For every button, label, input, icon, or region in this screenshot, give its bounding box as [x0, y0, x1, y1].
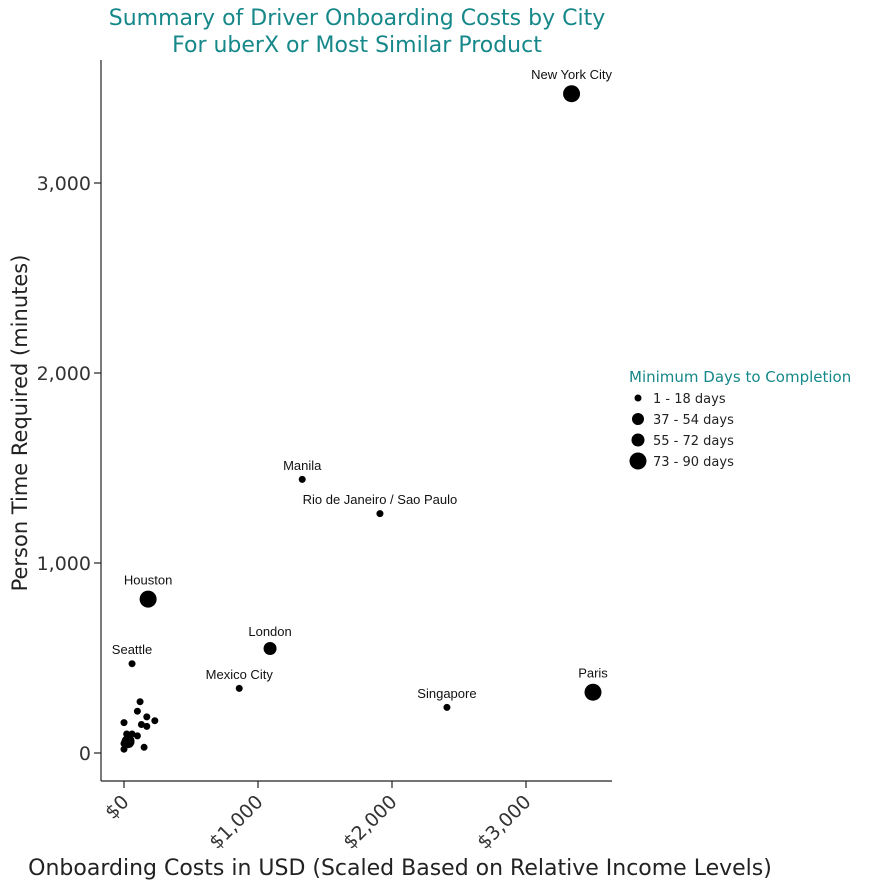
- data-point-label: Rio de Janeiro / Sao Paulo: [303, 492, 458, 507]
- y-tick-label: 2,000: [37, 363, 91, 385]
- data-point: [235, 684, 243, 692]
- data-point-label: Paris: [578, 666, 608, 681]
- legend-entry-label: 55 - 72 days: [653, 434, 734, 449]
- legend-title: Minimum Days to Completion: [629, 368, 851, 386]
- legend: Minimum Days to Completion 1 - 18 days 37…: [629, 368, 851, 470]
- data-point: [133, 732, 141, 740]
- data-point-label: Seattle: [112, 642, 152, 657]
- data-point: [584, 683, 602, 701]
- legend-marker: [634, 394, 642, 402]
- data-point: [151, 717, 159, 725]
- data-point: [563, 85, 581, 103]
- legend-marker: [629, 452, 647, 470]
- y-tick-label: 3,000: [37, 173, 91, 195]
- x-tick-label: $3,000: [473, 791, 536, 854]
- x-tick-label: $2,000: [339, 791, 402, 854]
- x-tick-label: $1,000: [205, 791, 268, 854]
- data-point: [120, 719, 128, 727]
- data-point-label: New York City: [531, 67, 612, 82]
- data-point: [120, 745, 128, 753]
- data-point: [120, 740, 128, 747]
- chart-title: Summary of Driver Onboarding Costs by Ci…: [109, 6, 605, 31]
- y-tick-label: 1,000: [37, 553, 91, 575]
- data-point: [136, 698, 144, 706]
- data-point: [143, 713, 151, 721]
- legend-marker: [632, 413, 644, 425]
- data-point-label: Singapore: [417, 686, 476, 701]
- legend-entry-label: 73 - 90 days: [653, 455, 734, 470]
- data-point: [298, 475, 306, 483]
- y-tick-label: 0: [79, 743, 91, 765]
- data-point-label: Mexico City: [206, 667, 274, 682]
- data-point: [376, 510, 384, 518]
- x-axis-label: Onboarding Costs in USD (Scaled Based on…: [28, 856, 772, 881]
- legend-entry-label: 1 - 18 days: [653, 392, 726, 407]
- y-axis-label: Person Time Required (minutes): [8, 255, 32, 592]
- data-point: [128, 660, 136, 668]
- data-point: [443, 703, 451, 711]
- data-point-label: London: [248, 624, 291, 639]
- data-point: [127, 736, 135, 744]
- data-point-label: Manila: [283, 458, 322, 473]
- data-point: [133, 707, 141, 715]
- x-tick-label: $0: [101, 791, 134, 824]
- data-point: [137, 721, 145, 728]
- data-point: [263, 642, 277, 655]
- chart-subtitle: For uberX or Most Similar Product: [172, 33, 542, 58]
- data-point: [139, 590, 157, 608]
- data-point: [143, 722, 151, 730]
- data-point-label: Houston: [124, 573, 172, 588]
- data-point: [140, 743, 148, 751]
- legend-entry-label: 37 - 54 days: [653, 413, 734, 428]
- legend-marker: [631, 433, 645, 447]
